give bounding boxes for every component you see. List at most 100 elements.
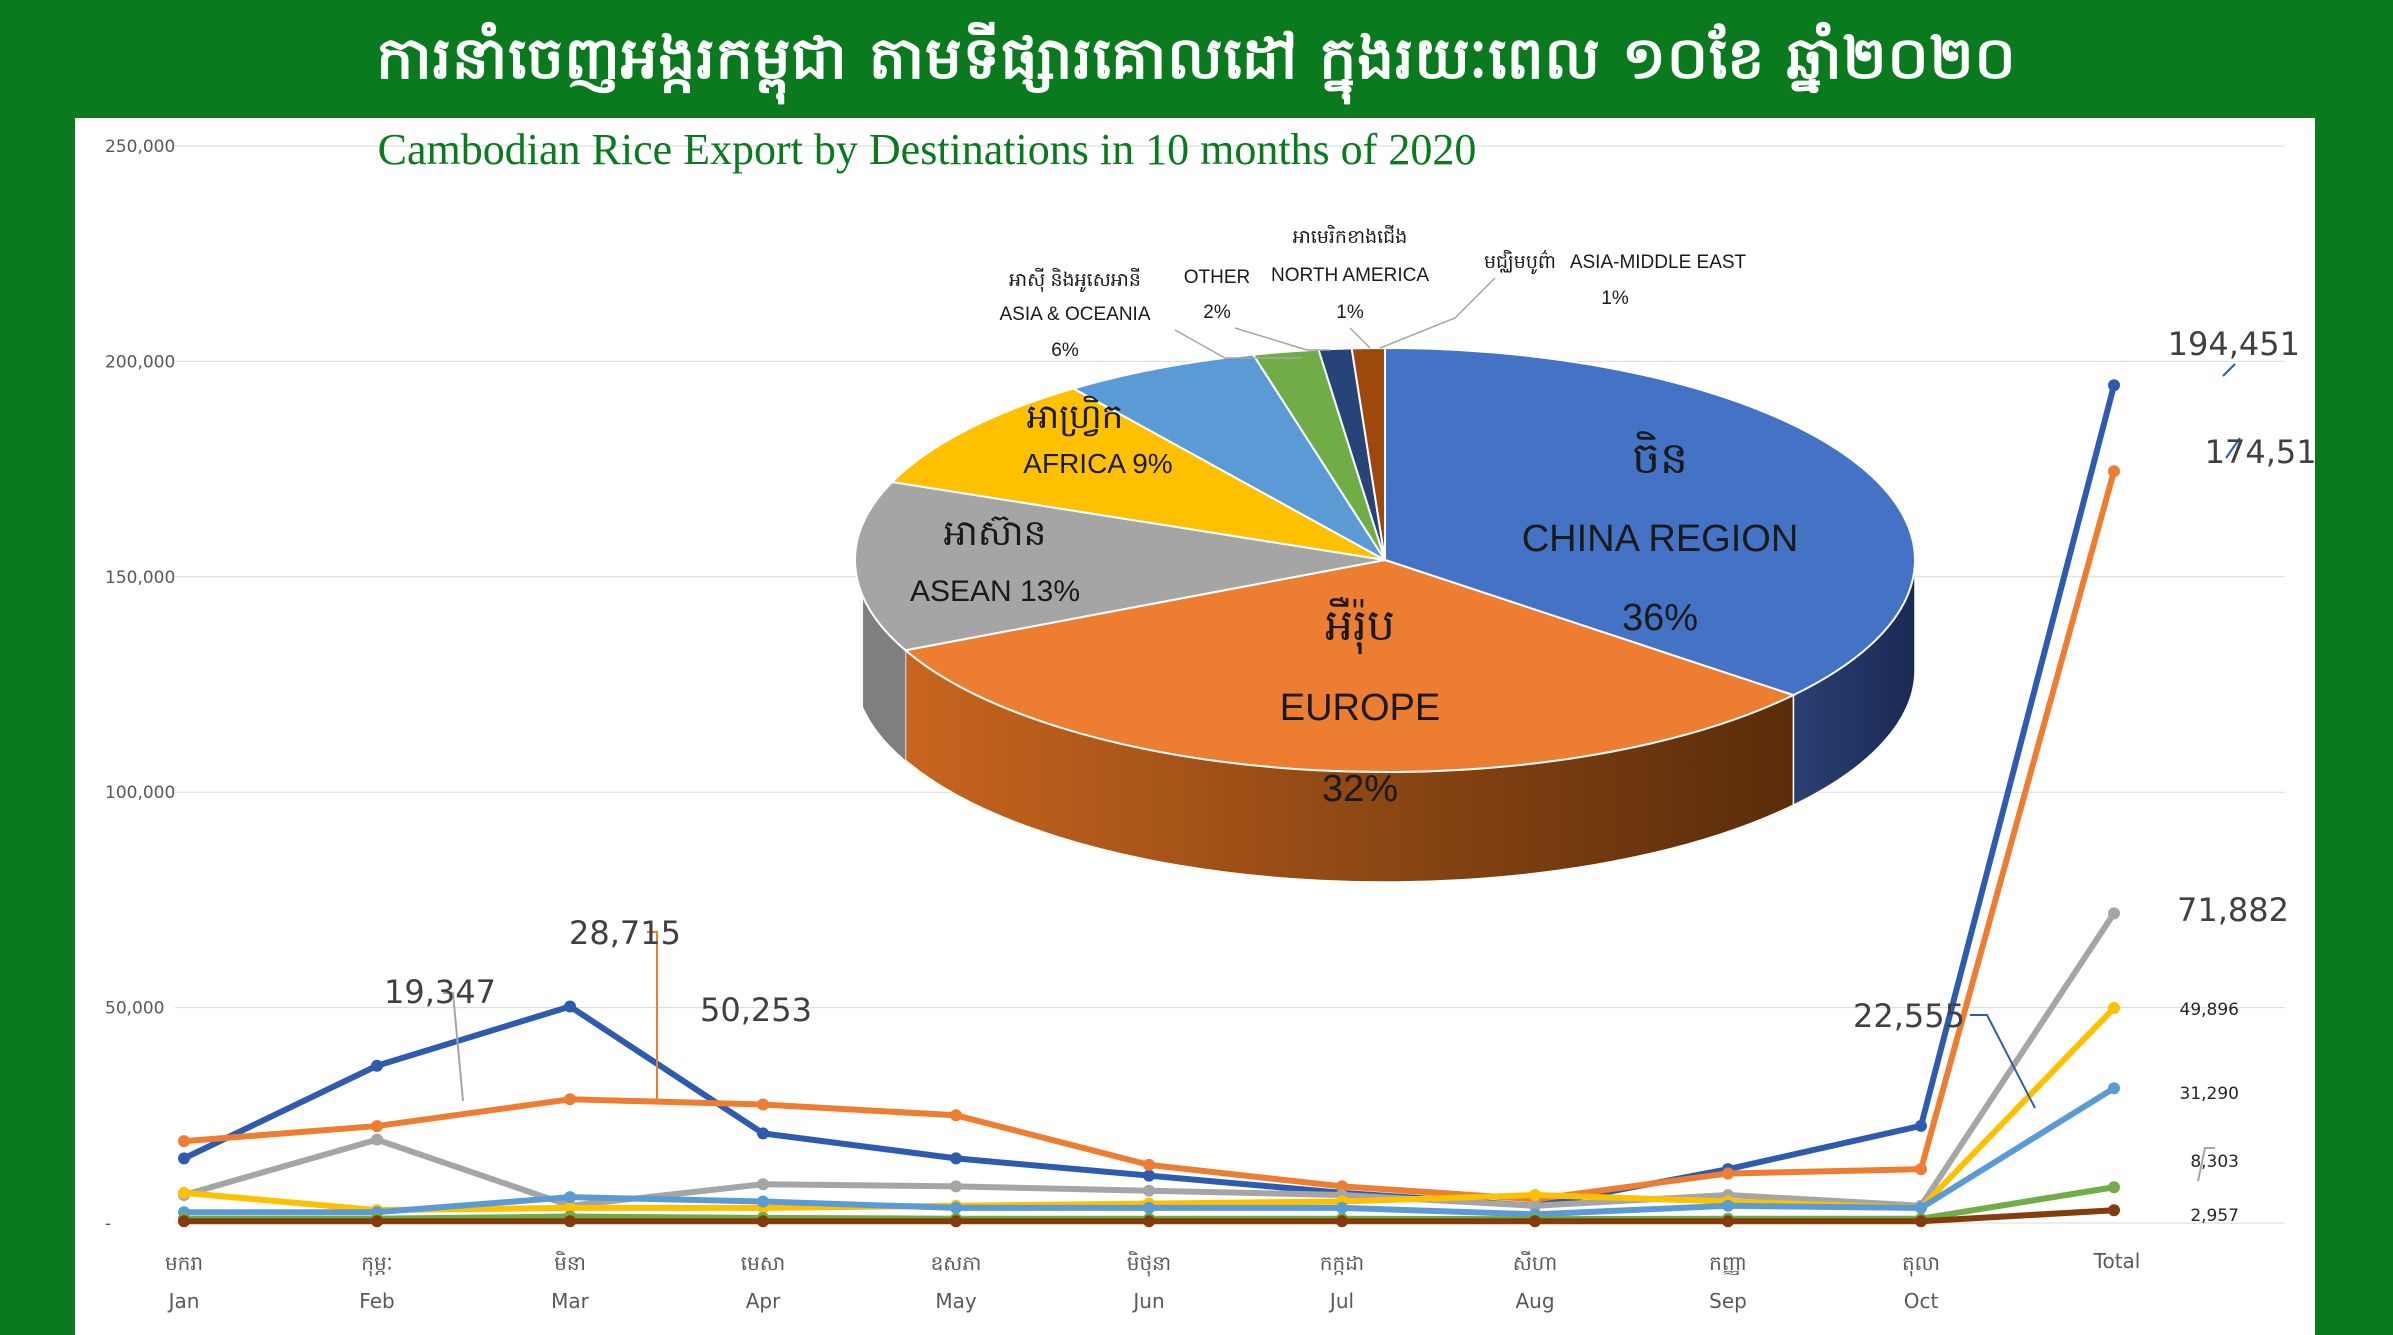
y-tick-label: 150,000: [105, 568, 175, 588]
pie-label-asean-kh: អាស៊ាន: [944, 512, 1047, 553]
data-label-leader: [2197, 1147, 2215, 1182]
series-6-point: [178, 1215, 190, 1228]
pie-label-china-pct: 36%: [1622, 597, 1698, 639]
pie-chart: ចិន CHINA REGION 36% អឺរ៉ុប EUROPE 32% អាស៊ាន A…: [854, 224, 1916, 883]
x-tick-label: Total: [2093, 1249, 2141, 1273]
x-tick-label: May: [935, 1289, 977, 1313]
data-label: 8,303: [2190, 1152, 2239, 1172]
series-2-point: [371, 1133, 383, 1146]
series-4-point: [1722, 1199, 1734, 1212]
x-tick-label-kh: កក្កដា: [1320, 1251, 1364, 1275]
pie-label-asean: ASEAN 13%: [910, 575, 1080, 608]
series-6-point: [1529, 1215, 1541, 1228]
pie-label-other-pct: 2%: [1203, 302, 1231, 323]
data-label-leader: [2222, 363, 2236, 377]
data-label-leader: [443, 992, 464, 1102]
data-label: 49,896: [2180, 1000, 2239, 1020]
x-tick-label-kh: សីហា: [1513, 1250, 1557, 1275]
rice-export-chart: - 50,000 100,000 150,000 200,000 250,000 មករា…: [105, 125, 2315, 1313]
series-0-point: [2108, 379, 2120, 392]
pie-label-middle-east-kh: មជ្ឈិមបូព៌ា: [1484, 249, 1556, 275]
series-1-point: [1336, 1180, 1348, 1193]
line-series: [178, 379, 2120, 1228]
series-2-point: [1143, 1184, 1155, 1197]
series-4-point: [757, 1195, 769, 1208]
pie-label-china-kh: ចិន: [1632, 431, 1688, 483]
pie-label-europe-pct: 32%: [1322, 768, 1398, 810]
x-tick-label: Jul: [1328, 1289, 1354, 1313]
y-tick-label: 50,000: [105, 999, 164, 1019]
series-4-point: [2108, 1082, 2120, 1095]
data-label: 71,882: [2177, 891, 2289, 929]
pie-label-africa-kh: អាហ្វ្រិក: [1027, 395, 1123, 437]
x-tick-label: Jan: [167, 1289, 200, 1313]
y-tick-label: 200,000: [105, 352, 175, 372]
data-label-leader: [647, 931, 658, 1101]
x-tick-label: Oct: [1904, 1289, 1939, 1313]
pie-slice-4: [1070, 353, 1386, 561]
series-1-point: [1722, 1167, 1734, 1180]
pie-label-europe: EUROPE: [1280, 687, 1440, 729]
series-0-point: [950, 1152, 962, 1165]
series-1-point: [757, 1098, 769, 1111]
data-label: 19,347: [384, 973, 496, 1011]
series-1-point: [2108, 465, 2120, 478]
series-6-point: [757, 1215, 769, 1228]
series-2-point: [757, 1178, 769, 1191]
pie-label-europe-kh: អឺរ៉ុប: [1325, 597, 1395, 654]
pie-label-middle-east: ASIA-MIDDLE EAST: [1570, 252, 1747, 273]
pie-slice-2: [854, 480, 1386, 652]
pie-label-asia-oceania-kh: អាស៊ី និងអូសេអានី: [1009, 267, 1141, 293]
series-6-point: [2108, 1204, 2120, 1217]
series-1-point: [1143, 1158, 1155, 1171]
series-1-point: [1915, 1163, 1927, 1176]
pie-side-asean: [863, 596, 906, 761]
series-3-point: [178, 1186, 190, 1199]
pie-label-north-america-pct: 1%: [1336, 302, 1364, 323]
chart-panel: - 50,000 100,000 150,000 200,000 250,000 មករា…: [75, 118, 2315, 1335]
data-label: 22,555: [1853, 997, 1965, 1035]
pie-label-asia-oceania: ASIA & OCEANIA: [1000, 304, 1151, 325]
pie-label-asia-oceania-pct: 6%: [1051, 340, 1079, 361]
data-label: 50,253: [700, 991, 812, 1029]
pie-label-north-america-kh: អាមេរិកខាងជើង: [1293, 224, 1408, 248]
series-5-point: [2108, 1181, 2120, 1194]
x-tick-label-kh: មករា: [165, 1251, 203, 1275]
series-0-point: [757, 1127, 769, 1140]
series-0-point: [371, 1059, 383, 1072]
series-6-point: [950, 1215, 962, 1228]
series-2-point: [2108, 907, 2120, 920]
data-label: 28,715: [569, 914, 681, 952]
series-3-point: [564, 1201, 576, 1214]
series-4-point: [1915, 1201, 1927, 1214]
series-6-point: [1143, 1215, 1155, 1228]
series-2-point: [950, 1180, 962, 1193]
x-tick-label-kh: កញ្ញា: [1709, 1251, 1747, 1275]
x-tick-label: Sep: [1709, 1289, 1747, 1313]
pie-slice-7: [1350, 346, 1386, 561]
series-6-point: [1722, 1215, 1734, 1228]
pie-label-north-america: NORTH AMERICA: [1271, 265, 1429, 286]
series-0-point: [564, 1000, 576, 1013]
x-tick-label: Mar: [551, 1289, 590, 1313]
series-0-point: [1915, 1119, 1927, 1132]
leader-north-america: [1349, 327, 1371, 349]
x-tick-label: Apr: [746, 1289, 781, 1313]
x-tick-label-kh: មេសា: [741, 1251, 785, 1275]
page-title: ការនាំចេញអង្ករកម្ពុជា តាមទីផ្សារគោលដៅ ក្…: [376, 24, 2017, 92]
pie-label-other: OTHER: [1184, 267, 1251, 288]
data-label-leader: [1970, 1014, 2036, 1109]
data-label: 2,957: [2190, 1206, 2239, 1226]
series-6-point: [1915, 1215, 1927, 1228]
series-0-point: [178, 1152, 190, 1165]
data-label: 174,511: [2205, 433, 2315, 471]
leader-other: [1234, 327, 1330, 351]
data-label-leader: [2225, 437, 2241, 459]
data-labels: 50,253 28,715 19,347 22,555 194,451 174,511 71…: [384, 325, 2315, 1226]
series-2-point: [1529, 1199, 1541, 1212]
series-1-point: [564, 1093, 576, 1106]
series-3-point: [2108, 1002, 2120, 1015]
x-tick-label-kh: កុម្ភៈ: [361, 1251, 393, 1277]
pie-slice-3: [890, 387, 1386, 561]
y-axis: - 50,000 100,000 150,000 200,000 250,000: [105, 137, 175, 1234]
